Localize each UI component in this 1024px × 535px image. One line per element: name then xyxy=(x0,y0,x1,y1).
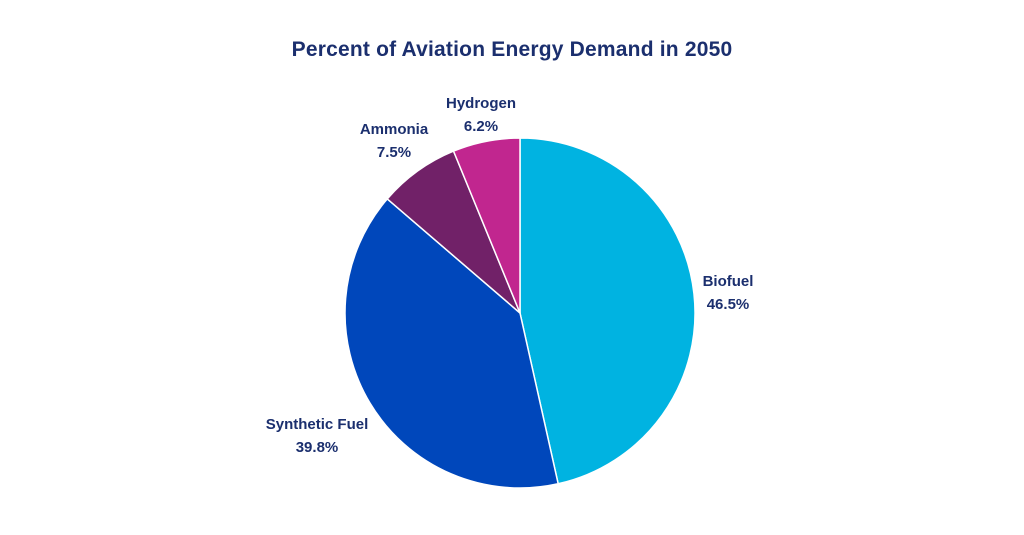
slice-label-biofuel: Biofuel 46.5% xyxy=(698,270,758,316)
slice-label-value: 39.8% xyxy=(295,439,339,456)
slice-label-name: Biofuel xyxy=(702,273,754,290)
pie-slice-biofuel xyxy=(519,137,696,485)
slice-label-name: Synthetic Fuel xyxy=(265,416,369,433)
chart-title: Percent of Aviation Energy Demand in 205… xyxy=(291,38,733,61)
slice-label-ammonia: Ammonia 7.5% xyxy=(354,118,434,164)
slice-label-value: 7.5% xyxy=(376,144,412,161)
slice-label-name: Ammonia xyxy=(359,121,429,138)
slice-label-name: Hydrogen xyxy=(445,95,516,112)
slice-label-value: 6.2% xyxy=(463,118,499,135)
slice-label-synthetic-fuel: Synthetic Fuel 39.8% xyxy=(256,413,378,459)
slice-label-value: 46.5% xyxy=(706,296,750,313)
pie-slice-synthetic-fuel xyxy=(344,198,559,489)
slice-label-hydrogen: Hydrogen 6.2% xyxy=(436,92,526,138)
pie-slice-hydrogen xyxy=(452,137,521,314)
